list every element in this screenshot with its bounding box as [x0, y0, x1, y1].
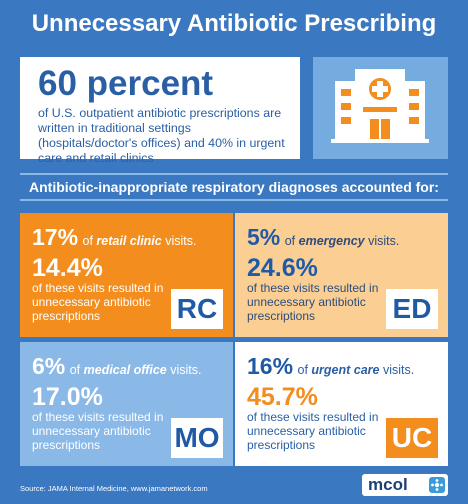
card-description: of these visits resulted in unnecessary …: [32, 281, 164, 323]
card-visit-pct: 5%: [247, 224, 281, 250]
card-code-badge: RC: [171, 289, 223, 329]
card-code-badge: ED: [386, 289, 438, 329]
card-emergency: 5% of emergency visits. 24.6% of these v…: [235, 213, 448, 337]
card-setting: retail clinic: [96, 234, 162, 248]
card-visits-text: visits.: [368, 234, 400, 248]
card-unnecessary-pct: 14.4%: [32, 254, 103, 282]
card-visit-pct: 17%: [32, 224, 79, 250]
card-setting: emergency: [298, 234, 365, 248]
hero-stat-box: 60 percent of U.S. outpatient antibiotic…: [20, 57, 300, 165]
hero-stat-text: of U.S. outpatient antibiotic prescripti…: [38, 106, 285, 165]
hospital-icon: [313, 57, 448, 159]
mcol-logo-mark-icon: [429, 477, 445, 493]
card-visit-pct: 16%: [247, 353, 294, 379]
hero-stat-value: 60 percent: [38, 64, 214, 103]
card-description: of these visits resulted in unnecessary …: [32, 410, 164, 452]
card-unnecessary-pct: 17.0%: [32, 383, 103, 411]
card-visit-pct: 6%: [32, 353, 66, 379]
card-medical-office: 6% of medical office visits. 17.0% of th…: [20, 342, 233, 466]
card-visits-text: visits.: [170, 363, 202, 377]
card-setting: medical office: [83, 363, 167, 377]
card-of-text: of: [82, 234, 93, 248]
source-credit: Source: JAMA Internal Medicine, www.jama…: [20, 484, 208, 493]
card-unnecessary-pct: 24.6%: [247, 254, 318, 282]
card-retail-clinic: 17% of retail clinic visits. 14.4% of th…: [20, 213, 233, 337]
card-description: of these visits resulted in unnecessary …: [247, 281, 379, 323]
card-of-text: of: [284, 234, 296, 248]
mcol-logo: mcol: [362, 474, 448, 496]
card-visits-text: visits.: [383, 363, 415, 377]
hospital-illustration: [331, 69, 429, 143]
card-description: of these visits resulted in unnecessary …: [247, 410, 379, 452]
card-of-text: of: [297, 363, 308, 377]
card-code-badge: MO: [171, 418, 223, 458]
card-of-text: of: [69, 363, 81, 377]
logo-text: mcol: [368, 475, 408, 494]
page-title: Unnecessary Antibiotic Prescribing: [31, 10, 437, 37]
card-urgent-care: 16% of urgent care visits. 45.7% of thes…: [235, 342, 448, 466]
card-unnecessary-pct: 45.7%: [247, 383, 318, 411]
card-visits-text: visits.: [165, 234, 197, 248]
section-subheading: Antibiotic-inappropriate respiratory dia…: [20, 173, 448, 201]
card-code-badge: UC: [386, 418, 438, 458]
card-setting: urgent care: [311, 363, 380, 377]
